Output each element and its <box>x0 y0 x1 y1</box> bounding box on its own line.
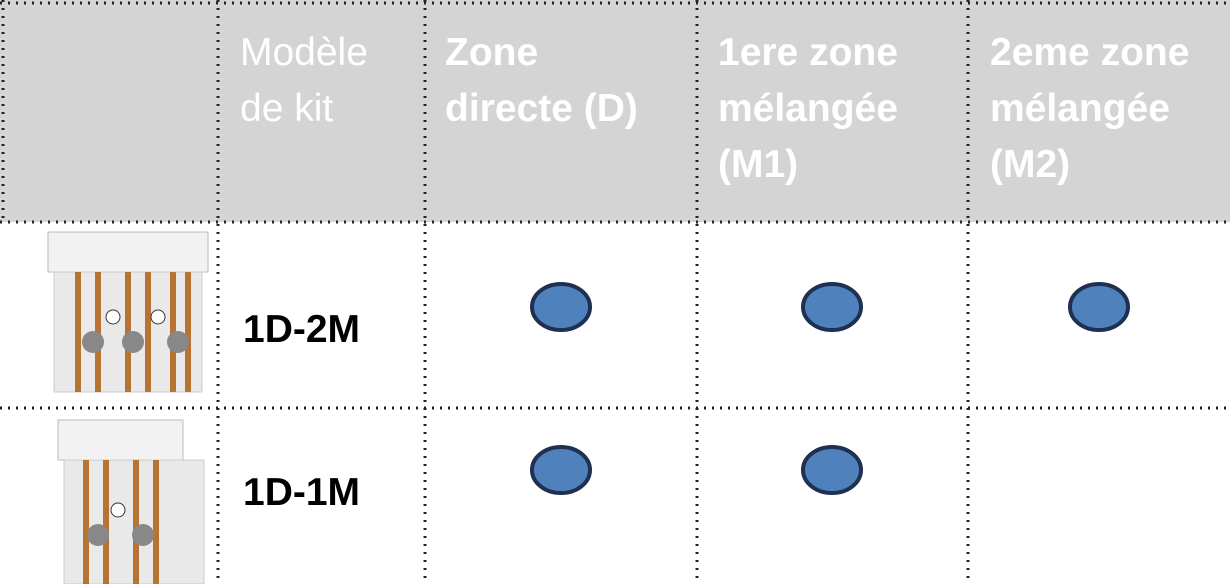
zone-dot <box>1068 282 1130 332</box>
header-band <box>0 0 1230 222</box>
header-text: directe (D) <box>445 87 638 130</box>
model-name: 1D-2M <box>243 308 360 351</box>
header-text: de kit <box>240 87 333 130</box>
zone-dot <box>530 445 592 495</box>
zone-dot <box>801 445 863 495</box>
product-image <box>57 419 205 584</box>
header-text: (M2) <box>990 143 1070 186</box>
zone-dot <box>801 282 863 332</box>
header-text: (M1) <box>718 143 798 186</box>
model-name: 1D-1M <box>243 471 360 514</box>
product-image <box>47 231 209 393</box>
zone-dot <box>530 282 592 332</box>
header-text: mélangée <box>990 87 1170 130</box>
header-text: 1ere zone <box>718 31 898 74</box>
header-text: Modèle <box>240 31 368 74</box>
header-text: 2eme zone <box>990 31 1189 74</box>
header-text: mélangée <box>718 87 898 130</box>
header-text: Zone <box>445 31 538 74</box>
